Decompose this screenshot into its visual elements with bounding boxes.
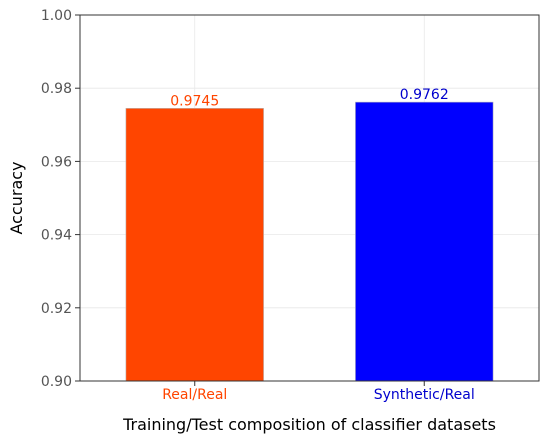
x-tick-label: Real/Real: [162, 387, 227, 403]
y-tick-label: 1.00: [41, 8, 72, 24]
y-tick-label: 0.96: [41, 154, 72, 170]
y-tick-label: 0.98: [41, 81, 72, 97]
y-tick-label: 0.92: [41, 301, 72, 317]
label-layer: 0.9745 Real/Real 0.9762 Synthetic/Real: [162, 87, 475, 403]
x-axis-title: Training/Test composition of classifier …: [122, 415, 496, 434]
bar-value-label: 0.9762: [400, 87, 449, 103]
bar-layer: [125, 101, 494, 382]
bar: [125, 108, 264, 382]
bar-value-label: 0.9745: [170, 93, 219, 109]
y-tick-label: 0.90: [41, 374, 72, 390]
tick-layer: 0.90 0.92 0.94 0.96 0.98 1.00: [41, 8, 425, 390]
bar: [355, 101, 494, 382]
plot-frame: [79, 14, 540, 382]
x-tick-label: Synthetic/Real: [374, 387, 475, 403]
y-axis-title: Accuracy: [7, 161, 26, 234]
y-tick-label: 0.94: [41, 228, 72, 244]
